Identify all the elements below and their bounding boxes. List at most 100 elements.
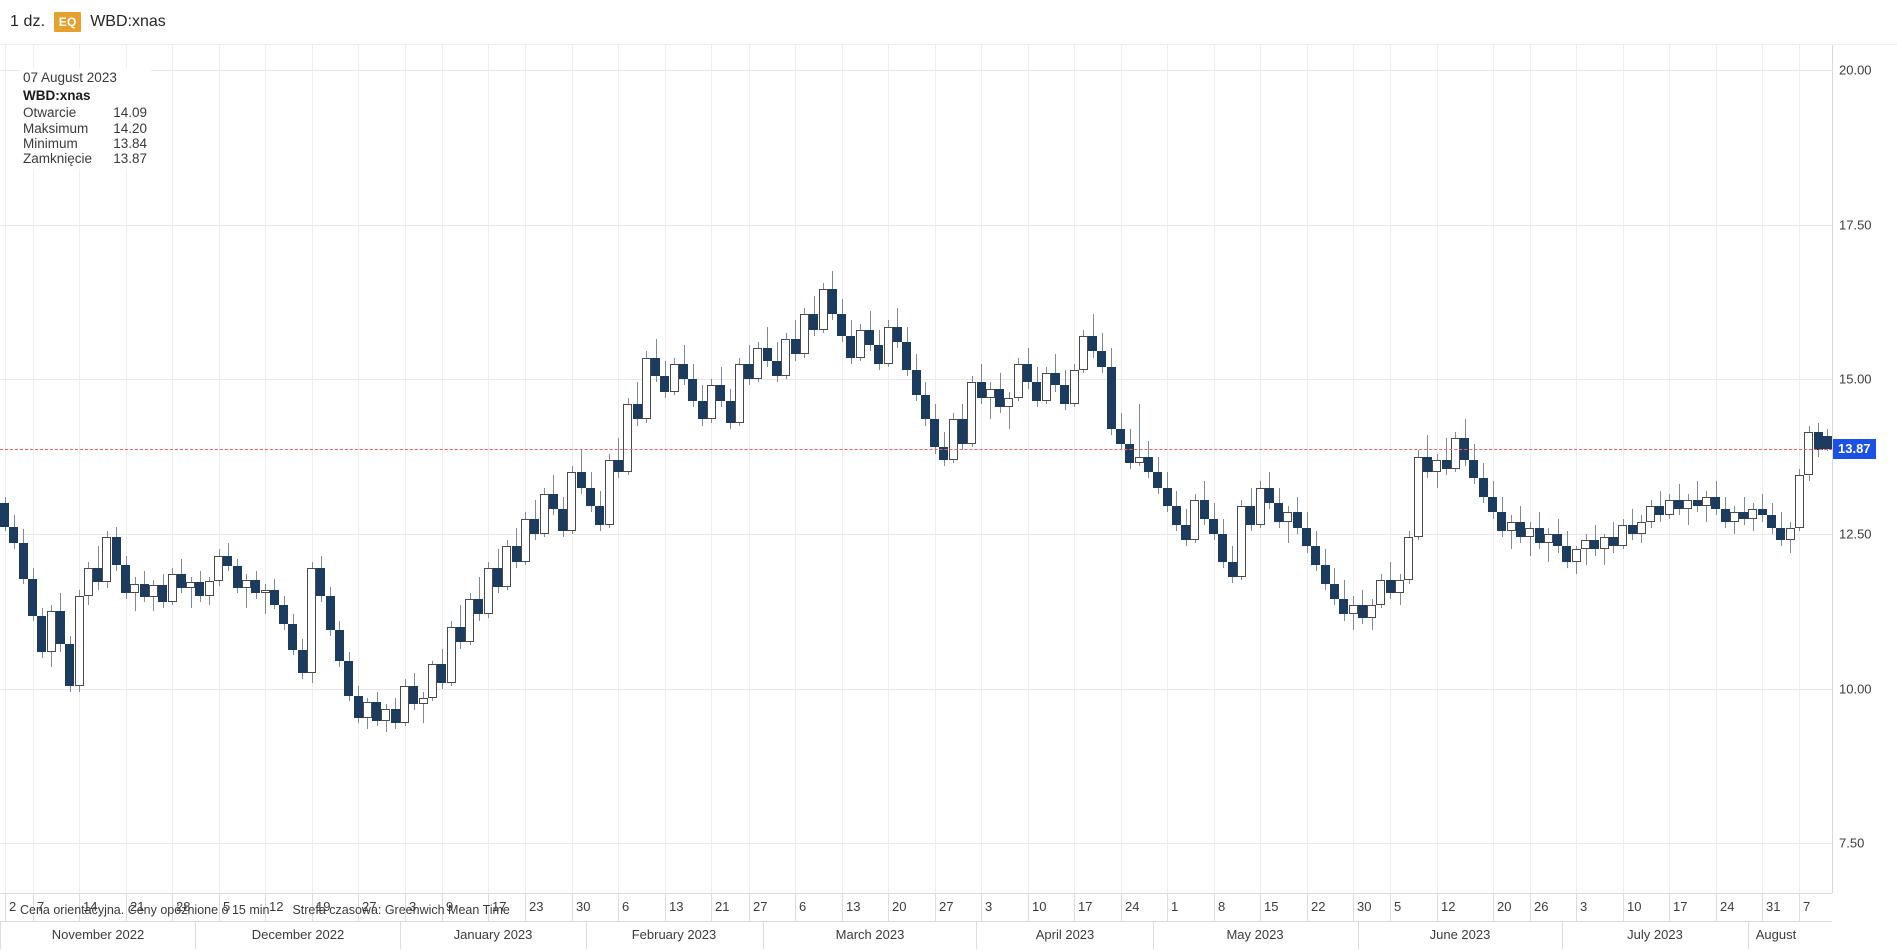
- time-axis-tick-separator: [665, 894, 666, 921]
- candle-body: [1358, 605, 1367, 618]
- time-axis-tick-separator: [1121, 894, 1122, 921]
- tooltip-row-key: Zamknięcie: [23, 151, 93, 167]
- candle-body: [716, 385, 725, 401]
- candle-body: [1293, 512, 1302, 528]
- candle-body: [1200, 499, 1209, 519]
- grid-line-vertical: [888, 45, 889, 893]
- candle-wick: [1446, 438, 1447, 476]
- grid-line-vertical: [1167, 45, 1168, 893]
- candle-body: [642, 357, 651, 420]
- candle-body: [1767, 515, 1776, 528]
- grid-line-vertical: [795, 45, 796, 893]
- time-axis[interactable]: 2 7 14 21 28 5 12 19 27 3 9 17 23 30 6 13 21 27 6 13 20 27 3 10…: [0, 893, 1832, 950]
- candle-body: [56, 611, 65, 645]
- disclaimer-price-note: Cena orientacyjna. Ceny opóźnione o 15 m…: [20, 903, 270, 917]
- candle-body: [726, 400, 735, 423]
- grid-line-vertical: [1028, 45, 1029, 893]
- time-axis-month-label: December 2022: [251, 927, 345, 942]
- candle-body: [1218, 533, 1227, 562]
- candle-body: [1674, 499, 1683, 510]
- time-axis-top-rule: [0, 893, 1832, 894]
- grid-line-vertical: [981, 45, 982, 893]
- candle-body: [1590, 540, 1599, 550]
- candle-body: [549, 493, 558, 510]
- candle-body: [1125, 444, 1134, 463]
- candle-body: [865, 329, 874, 346]
- candle-body: [0, 503, 9, 527]
- price-axis-tick: 12.50: [1839, 526, 1872, 542]
- candle-body: [195, 582, 204, 596]
- candle-body: [1776, 527, 1785, 541]
- candle-wick: [1009, 391, 1010, 429]
- candle-body: [1693, 499, 1702, 507]
- candle-body: [437, 663, 446, 683]
- grid-line-vertical: [442, 45, 443, 893]
- chart-plot-area[interactable]: [0, 45, 1832, 893]
- candle-body: [168, 574, 177, 603]
- time-axis-day-label: 3: [1580, 899, 1588, 914]
- time-axis-tick-separator: [1799, 894, 1800, 921]
- interval-label[interactable]: 1 dz.: [10, 13, 46, 30]
- time-axis-month-label: April 2023: [1035, 927, 1095, 942]
- grid-line-horizontal: [0, 843, 1832, 845]
- candle-body: [1395, 580, 1404, 593]
- candle-wick: [1548, 527, 1549, 562]
- candle-body: [772, 360, 781, 377]
- candle-body: [753, 348, 762, 380]
- symbol-label[interactable]: WBD:xnas: [90, 13, 166, 30]
- candle-body: [186, 582, 195, 589]
- time-axis-month-separator: [400, 922, 401, 949]
- time-axis-day-label: 15: [1264, 899, 1279, 914]
- grid-line-vertical: [79, 45, 80, 893]
- candle-body: [1665, 499, 1674, 516]
- candle-body: [791, 339, 800, 355]
- candle-body: [660, 376, 669, 392]
- candle-body: [1544, 533, 1553, 544]
- candle-body: [1414, 456, 1423, 538]
- candle-body: [1042, 373, 1051, 401]
- candle-body: [9, 526, 18, 544]
- candle-body: [233, 566, 242, 589]
- time-axis-day-label: 20: [1497, 899, 1512, 914]
- time-axis-tick-separator: [442, 894, 443, 921]
- time-axis-day-label: 30: [1357, 899, 1372, 914]
- time-axis-tick-separator: [842, 894, 843, 921]
- candle-body: [28, 578, 37, 616]
- grid-line-vertical: [1390, 45, 1391, 893]
- price-axis-tick: 20.00: [1839, 62, 1872, 78]
- ohlc-tooltip: 07 August 2023 WBD:xnas Otwarcie 14.09 Mak…: [20, 68, 151, 170]
- candle-body: [651, 357, 660, 377]
- time-axis-day-label: 2: [9, 899, 17, 914]
- tooltip-row: Maksimum 14.20: [23, 121, 147, 136]
- candle-wick: [767, 326, 768, 367]
- candle-body: [512, 546, 521, 562]
- tooltip-rows: Otwarcie 14.09 Maksimum 14.20 Minimum 13.84 Za…: [23, 105, 147, 166]
- time-axis-tick-separator: [405, 894, 406, 921]
- candle-body: [800, 314, 809, 355]
- candle-body: [1107, 366, 1116, 429]
- price-axis[interactable]: 13.87 20.00 17.50 15.00 12.50 10.00 7.50: [1832, 45, 1897, 893]
- candle-body: [837, 314, 846, 336]
- time-axis-tick-separator: [525, 894, 526, 921]
- candle-wick: [618, 438, 619, 479]
- grid-line-vertical: [1530, 45, 1531, 893]
- candle-body: [1376, 580, 1385, 606]
- candle-body: [1172, 506, 1181, 525]
- time-axis-tick-separator: [1307, 894, 1308, 921]
- candle-body: [270, 589, 279, 606]
- grid-line-vertical: [842, 45, 843, 893]
- candle-body: [1209, 518, 1218, 534]
- grid-line-vertical: [935, 45, 936, 893]
- time-axis-day-label: 19: [316, 899, 331, 914]
- grid-line-vertical: [1576, 45, 1577, 893]
- candle-body: [846, 335, 855, 358]
- candle-body: [372, 702, 381, 721]
- candle-body: [428, 663, 437, 698]
- time-axis-tick-separator: [1167, 894, 1168, 921]
- time-axis-tick-separator: [618, 894, 619, 921]
- candle-body: [930, 419, 939, 448]
- time-axis-day-label: 3: [985, 899, 993, 914]
- candle-body: [1442, 459, 1451, 469]
- candle-body: [1349, 605, 1358, 615]
- candle-body: [1823, 435, 1832, 450]
